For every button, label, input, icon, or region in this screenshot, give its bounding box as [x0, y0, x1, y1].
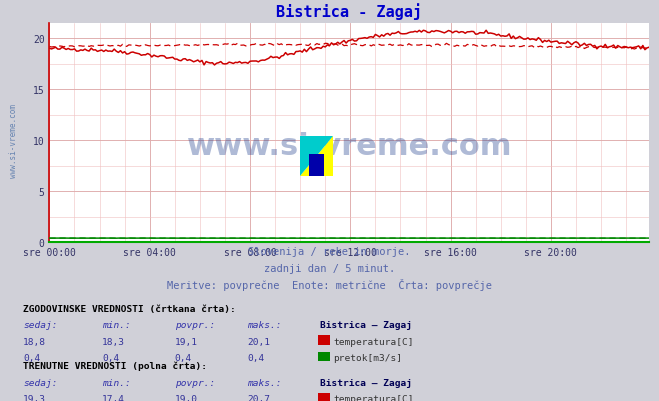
Text: 0,4: 0,4 [23, 353, 40, 362]
Text: 20,1: 20,1 [247, 337, 270, 346]
Text: 19,3: 19,3 [23, 395, 46, 401]
Text: min.:: min.: [102, 321, 131, 330]
Text: www.si-vreme.com: www.si-vreme.com [186, 132, 512, 161]
Text: zadnji dan / 5 minut.: zadnji dan / 5 minut. [264, 263, 395, 273]
Text: sedaj:: sedaj: [23, 321, 57, 330]
Text: Slovenija / reke in morje.: Slovenija / reke in morje. [248, 247, 411, 257]
Text: 0,4: 0,4 [247, 353, 264, 362]
Text: 17,4: 17,4 [102, 395, 125, 401]
Polygon shape [309, 154, 324, 176]
Text: 18,3: 18,3 [102, 337, 125, 346]
Text: maks.:: maks.: [247, 379, 281, 387]
Text: 18,8: 18,8 [23, 337, 46, 346]
Text: ZGODOVINSKE VREDNOSTI (črtkana črta):: ZGODOVINSKE VREDNOSTI (črtkana črta): [23, 304, 236, 313]
Polygon shape [300, 136, 333, 176]
Text: maks.:: maks.: [247, 321, 281, 330]
Text: temperatura[C]: temperatura[C] [333, 337, 414, 346]
Text: Bistrica – Zagaj: Bistrica – Zagaj [320, 321, 412, 330]
Text: TRENUTNE VREDNOSTI (polna črta):: TRENUTNE VREDNOSTI (polna črta): [23, 361, 207, 371]
Text: povpr.:: povpr.: [175, 321, 215, 330]
Polygon shape [300, 136, 333, 176]
Text: 19,1: 19,1 [175, 337, 198, 346]
Text: 0,4: 0,4 [175, 353, 192, 362]
Title: Bistrica - Zagaj: Bistrica - Zagaj [276, 3, 422, 20]
Text: 0,4: 0,4 [102, 353, 119, 362]
Text: pretok[m3/s]: pretok[m3/s] [333, 353, 403, 362]
Text: 19,0: 19,0 [175, 395, 198, 401]
Text: povpr.:: povpr.: [175, 379, 215, 387]
Text: www.si-vreme.com: www.si-vreme.com [9, 103, 18, 177]
Text: Meritve: povprečne  Enote: metrične  Črta: povprečje: Meritve: povprečne Enote: metrične Črta:… [167, 278, 492, 290]
Text: sedaj:: sedaj: [23, 379, 57, 387]
Text: 20,7: 20,7 [247, 395, 270, 401]
Text: Bistrica – Zagaj: Bistrica – Zagaj [320, 379, 412, 387]
Text: temperatura[C]: temperatura[C] [333, 395, 414, 401]
Text: min.:: min.: [102, 379, 131, 387]
